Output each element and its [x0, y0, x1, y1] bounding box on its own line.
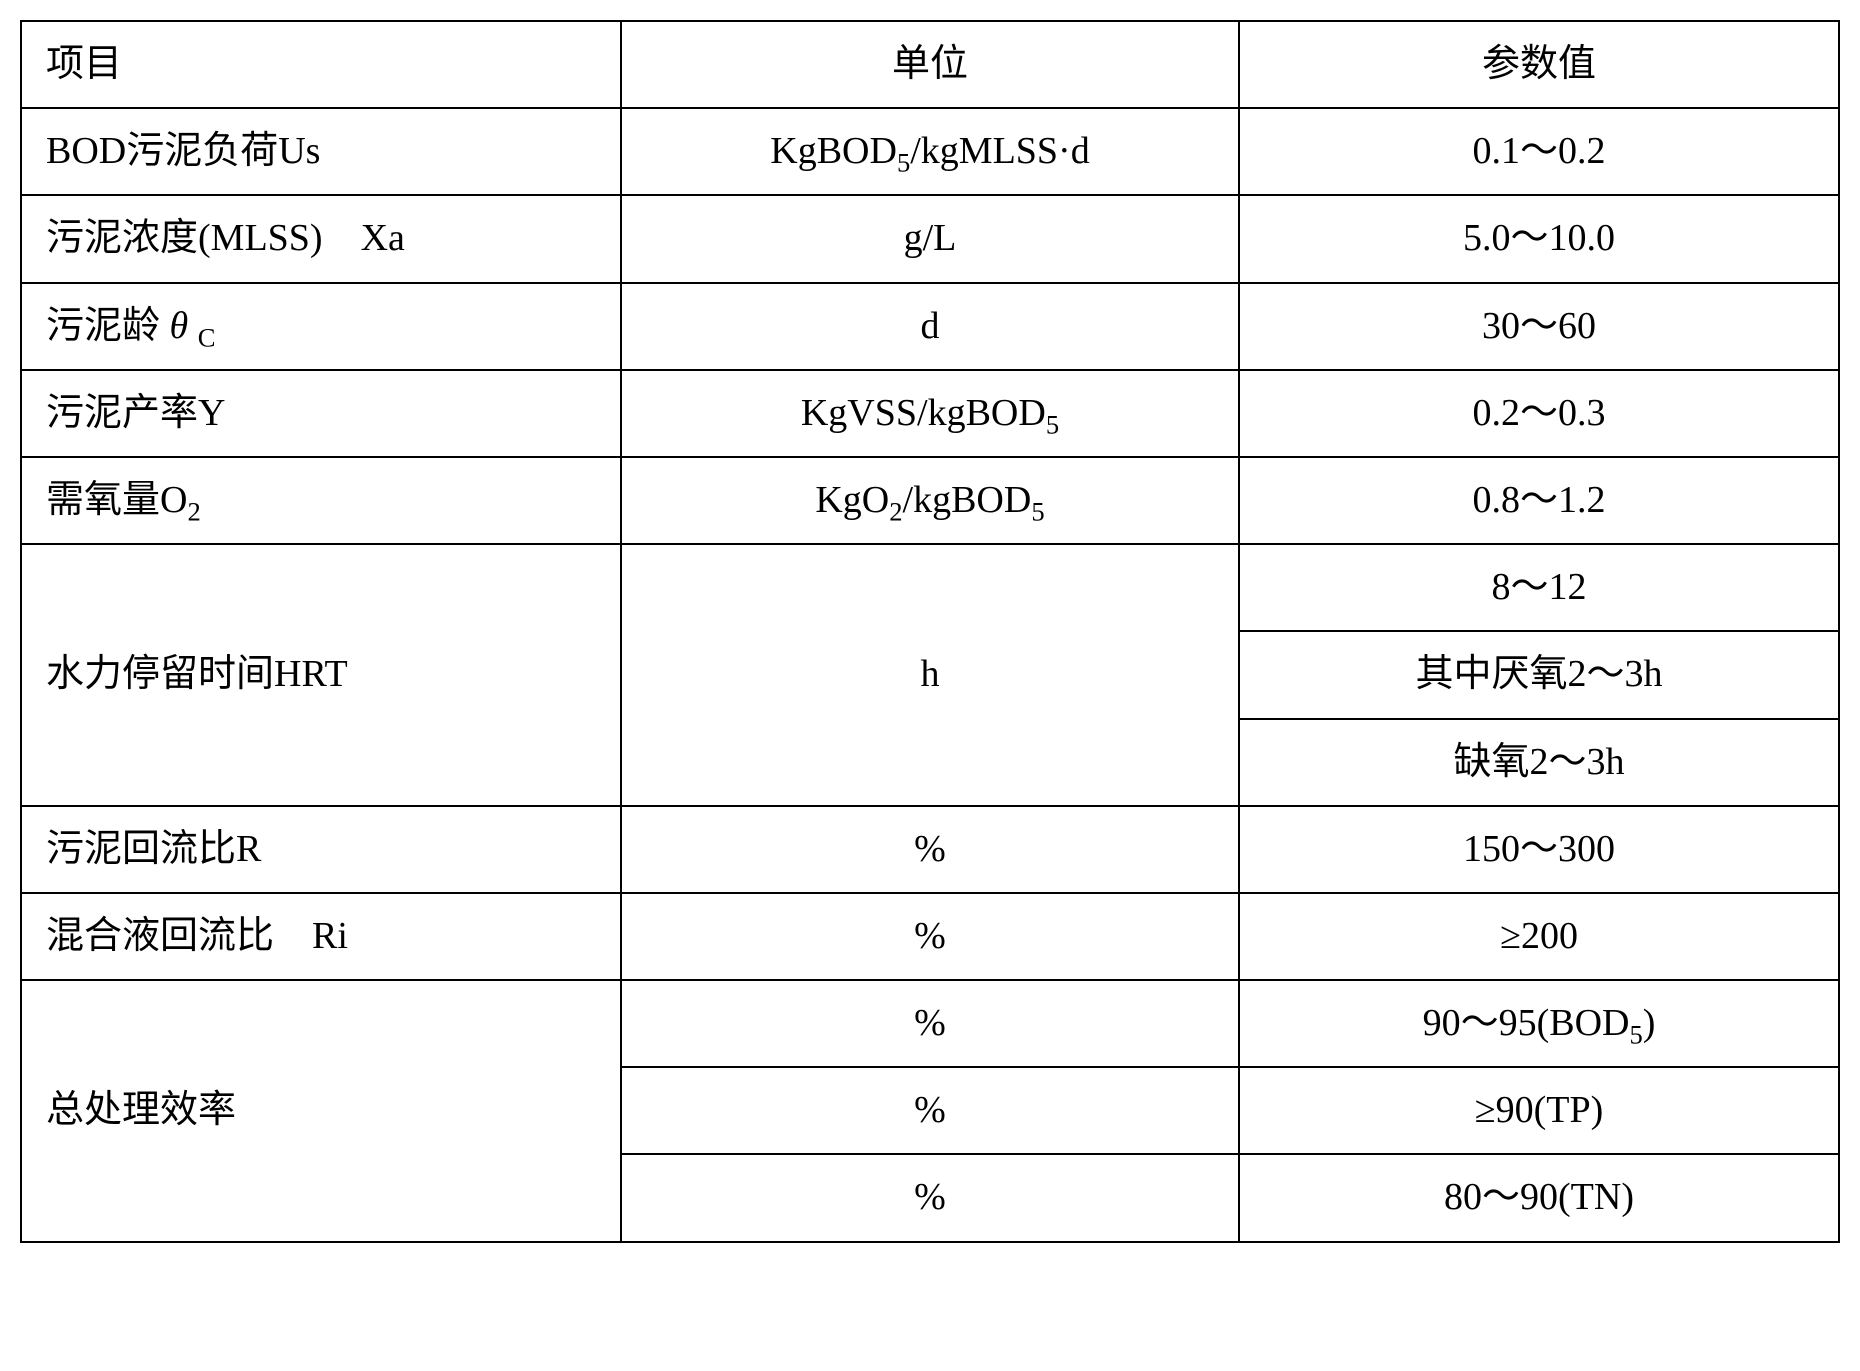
cell-item: 混合液回流比 Ri — [21, 893, 621, 980]
cell-unit: KgO2/kgBOD5 — [621, 457, 1239, 544]
table-row: 总处理效率%90～95(BOD5) — [21, 980, 1839, 1067]
cell-unit: d — [621, 283, 1239, 370]
cell-unit: KgBOD5/kgMLSS·d — [621, 108, 1239, 195]
cell-item: 总处理效率 — [21, 980, 621, 1242]
header-unit: 单位 — [621, 21, 1239, 108]
cell-unit: h — [621, 544, 1239, 806]
table-row: 需氧量O2KgO2/kgBOD50.8～1.2 — [21, 457, 1839, 544]
cell-value: 0.2～0.3 — [1239, 370, 1839, 457]
cell-value: 90～95(BOD5) — [1239, 980, 1839, 1067]
cell-value: 30～60 — [1239, 283, 1839, 370]
cell-value: 80～90(TN) — [1239, 1154, 1839, 1241]
cell-unit: % — [621, 806, 1239, 893]
cell-value: ≥90(TP) — [1239, 1067, 1839, 1154]
cell-item: 需氧量O2 — [21, 457, 621, 544]
cell-value: 150～300 — [1239, 806, 1839, 893]
parameters-table: 项目 单位 参数值 BOD污泥负荷UsKgBOD5/kgMLSS·d0.1～0.… — [20, 20, 1840, 1243]
cell-item: 污泥浓度(MLSS) Xa — [21, 195, 621, 282]
cell-value: 0.8～1.2 — [1239, 457, 1839, 544]
table-row: 污泥回流比R%150～300 — [21, 806, 1839, 893]
header-value: 参数值 — [1239, 21, 1839, 108]
cell-item: 水力停留时间HRT — [21, 544, 621, 806]
table-body: BOD污泥负荷UsKgBOD5/kgMLSS·d0.1～0.2污泥浓度(MLSS… — [21, 108, 1839, 1241]
cell-item: 污泥回流比R — [21, 806, 621, 893]
cell-value: ≥200 — [1239, 893, 1839, 980]
table-row: 污泥产率YKgVSS/kgBOD50.2～0.3 — [21, 370, 1839, 457]
cell-unit: g/L — [621, 195, 1239, 282]
cell-item: 污泥产率Y — [21, 370, 621, 457]
cell-value: 其中厌氧2～3h — [1239, 631, 1839, 718]
table-row: 污泥龄 θ Cd30～60 — [21, 283, 1839, 370]
cell-value: 5.0～10.0 — [1239, 195, 1839, 282]
table-header-row: 项目 单位 参数值 — [21, 21, 1839, 108]
cell-value: 8～12 — [1239, 544, 1839, 631]
table-row: 水力停留时间HRTh8～12 — [21, 544, 1839, 631]
cell-unit: % — [621, 893, 1239, 980]
table-row: 污泥浓度(MLSS) Xag/L5.0～10.0 — [21, 195, 1839, 282]
cell-item: 污泥龄 θ C — [21, 283, 621, 370]
cell-unit: KgVSS/kgBOD5 — [621, 370, 1239, 457]
cell-value: 缺氧2～3h — [1239, 719, 1839, 806]
table-row: 混合液回流比 Ri%≥200 — [21, 893, 1839, 980]
cell-item: BOD污泥负荷Us — [21, 108, 621, 195]
header-item: 项目 — [21, 21, 621, 108]
table-row: BOD污泥负荷UsKgBOD5/kgMLSS·d0.1～0.2 — [21, 108, 1839, 195]
cell-unit: % — [621, 980, 1239, 1067]
cell-unit: % — [621, 1067, 1239, 1154]
cell-value: 0.1～0.2 — [1239, 108, 1839, 195]
cell-unit: % — [621, 1154, 1239, 1241]
